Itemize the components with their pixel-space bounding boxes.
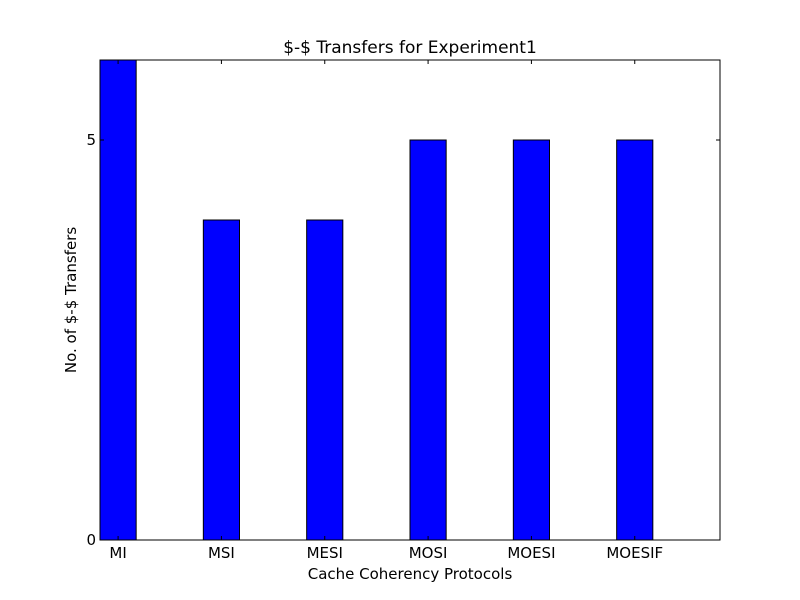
bar-mosi bbox=[409, 139, 447, 541]
bar-msi bbox=[202, 219, 240, 541]
y-axis-label: No. of $-$ Transfers bbox=[62, 227, 80, 373]
x-tick-label-mi: MI bbox=[109, 544, 126, 562]
bar-mi bbox=[99, 59, 137, 541]
ticks-group: MI MSI MESI MOSI MOESI MOESIF 0 5 bbox=[86, 60, 720, 562]
chart-title: $-$ Transfers for Experiment1 bbox=[283, 38, 537, 58]
bar-mesi bbox=[306, 219, 344, 541]
plot-frame bbox=[99, 59, 721, 541]
x-axis-label: Cache Coherency Protocols bbox=[308, 565, 513, 583]
x-tick-label-mosi: MOSI bbox=[409, 544, 448, 562]
x-tick-label-mesi: MESI bbox=[307, 544, 343, 562]
bar-moesif bbox=[616, 139, 654, 541]
x-tick-label-moesif: MOESIF bbox=[606, 544, 663, 562]
x-tick-label-msi: MSI bbox=[208, 544, 235, 562]
x-tick-label-moesi: MOESI bbox=[507, 544, 555, 562]
y-tick-label-0: 0 bbox=[86, 531, 96, 549]
bar-moesi bbox=[512, 139, 550, 541]
bars-group bbox=[99, 59, 654, 541]
y-tick-label-5: 5 bbox=[86, 131, 96, 149]
